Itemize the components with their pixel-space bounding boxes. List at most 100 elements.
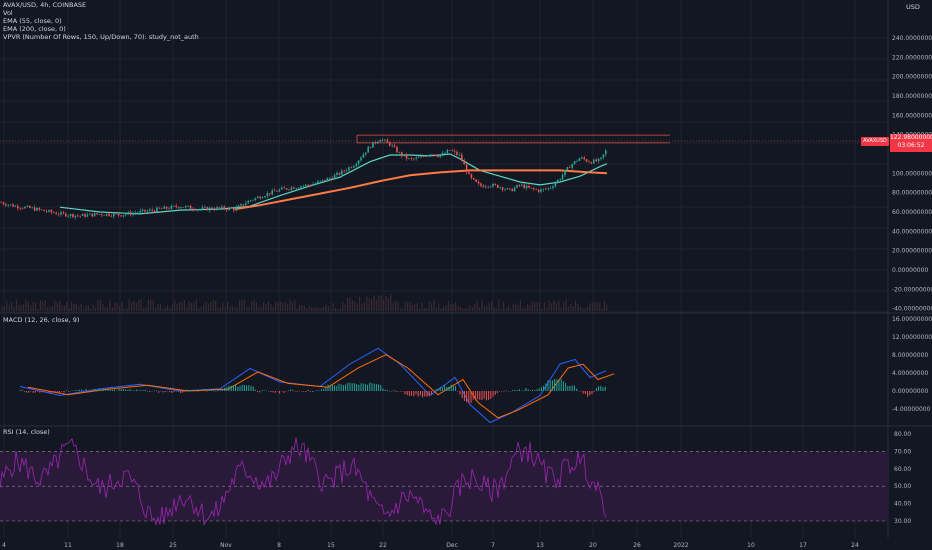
price-tick-label: -20.00000000 [892, 286, 932, 293]
macd-hist-bar [76, 390, 78, 391]
vol-legend[interactable]: Vol [3, 9, 13, 17]
ema55-legend[interactable]: EMA (55, close, 0) [3, 17, 62, 25]
price-axis[interactable]: 240.00000000 220.00000000 200.00000000 180.… [892, 35, 932, 525]
candle-body [12, 204, 14, 207]
candle-body [134, 212, 137, 214]
candle-body [355, 164, 357, 167]
macd-hist-bar [545, 383, 547, 391]
macd-hist-bar [197, 391, 199, 392]
candle-body [434, 154, 437, 156]
macd-hist-bar [107, 389, 109, 391]
symbol-legend[interactable]: AVAX/USD, 4h, COINBASE [3, 1, 87, 9]
volume-bar [308, 306, 310, 311]
rsi-tick-label: 40.00 [894, 501, 911, 508]
macd-hist-bar [389, 391, 391, 392]
candle-body [336, 172, 338, 175]
macd-hist-bar [562, 381, 564, 391]
macd-hist-bar [94, 388, 96, 391]
candle-body [9, 204, 12, 206]
macd-hist-bar [565, 383, 567, 391]
macd-hist-bar [155, 390, 157, 391]
candle-body [242, 204, 245, 206]
macd-hist-bar [63, 391, 65, 393]
macd-hist-bar [536, 389, 538, 391]
candle-body [528, 185, 530, 188]
time-tick-label: 7 [491, 542, 495, 549]
candle-body [113, 213, 115, 217]
candle-body [600, 157, 602, 160]
candle-body [420, 156, 422, 158]
macd-hist-bar [257, 391, 259, 393]
macd-hist-bar [534, 389, 536, 391]
volume-bar [385, 296, 387, 311]
volume-bar [596, 302, 598, 311]
macd-hist-bar [166, 390, 168, 392]
candle-body [103, 215, 105, 216]
volume-bar [71, 301, 73, 311]
macd-hist-bar [184, 391, 186, 392]
volume-bar [423, 308, 425, 311]
macd-hist-bar [208, 389, 210, 391]
macd-hist-bar [276, 390, 278, 392]
candle-body [257, 196, 259, 199]
time-axis[interactable]: 4 11 18 25 Nov 8 15 22 Dec 7 13 20 26 2022 10 17 24 [2, 542, 859, 549]
candle-body [108, 213, 110, 216]
macd-hist-bar [488, 391, 490, 400]
macd-hist-bar [116, 390, 118, 391]
volume-bar [258, 307, 260, 311]
macd-hist-bar [444, 385, 446, 391]
volume-bar [323, 306, 325, 311]
candle-body [127, 212, 129, 215]
macd-hist-bar [268, 390, 270, 392]
candle-body [391, 145, 393, 147]
macd-hist-bar [587, 391, 589, 397]
vpvr-legend[interactable]: VPVR (Number Of Rows, 150, Up/Down, 70):… [3, 33, 199, 41]
macd-hist-bar [360, 383, 362, 391]
macd-hist-bar [604, 386, 606, 391]
rsi-legend[interactable]: RSI (14, close) [3, 428, 50, 436]
macd-hist-bar [589, 391, 591, 396]
candle-body [432, 154, 434, 156]
candle-body [585, 159, 588, 162]
macd-hist-bar [274, 391, 276, 393]
macd-hist-bar [358, 384, 360, 391]
volume-bar [63, 305, 65, 311]
macd-hist-bar [120, 389, 122, 391]
volume-bar [500, 308, 502, 311]
macd-hist-bar [558, 380, 560, 391]
candle-body [33, 207, 36, 211]
volume-bar [143, 307, 145, 311]
candle-body [156, 207, 158, 212]
macd-hist-bar [89, 391, 91, 392]
volume-bar [584, 308, 586, 311]
candle-body [602, 154, 605, 158]
volume-bar [512, 303, 514, 311]
volume-bar [503, 301, 505, 311]
candle-body [595, 159, 597, 162]
macd-hist-bar [446, 387, 448, 391]
candle-body [554, 182, 557, 187]
macd-hist-bar [235, 384, 237, 391]
candle-body [533, 188, 535, 190]
volume-bar [140, 299, 142, 311]
ema200-legend[interactable]: EMA (200, close, 0) [3, 25, 66, 33]
macd-hist-bar [175, 390, 177, 392]
volume-bar [162, 308, 164, 311]
volume-bar [260, 306, 262, 311]
volume-bar [176, 304, 178, 311]
macd-legend[interactable]: MACD (12, 26, close, 9) [3, 316, 79, 324]
candle-body [547, 188, 549, 190]
macd-hist-bar [485, 391, 487, 401]
macd-hist-bar [301, 391, 303, 392]
candle-body [461, 154, 463, 161]
candle-body [590, 162, 593, 164]
macd-hist-bar [499, 391, 501, 392]
macd-hist-bar [466, 391, 468, 403]
candle-body [393, 145, 396, 147]
candle-body [439, 155, 441, 157]
macd-hist-bar [468, 391, 470, 403]
volume-bar [25, 299, 27, 311]
candle-body [276, 191, 278, 192]
candle-body [477, 181, 480, 184]
